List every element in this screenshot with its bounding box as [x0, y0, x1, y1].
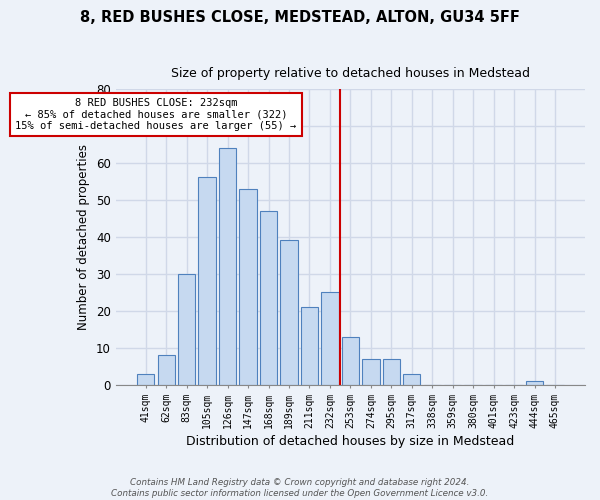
Y-axis label: Number of detached properties: Number of detached properties: [77, 144, 91, 330]
Bar: [526, 381, 543, 384]
Bar: [383, 359, 400, 384]
Bar: [280, 240, 298, 384]
Bar: [403, 374, 421, 384]
Bar: [321, 292, 338, 384]
Text: 8 RED BUSHES CLOSE: 232sqm
← 85% of detached houses are smaller (322)
15% of sem: 8 RED BUSHES CLOSE: 232sqm ← 85% of deta…: [16, 98, 296, 131]
Bar: [362, 359, 380, 384]
Bar: [341, 336, 359, 384]
Text: 8, RED BUSHES CLOSE, MEDSTEAD, ALTON, GU34 5FF: 8, RED BUSHES CLOSE, MEDSTEAD, ALTON, GU…: [80, 10, 520, 25]
Bar: [199, 178, 216, 384]
Title: Size of property relative to detached houses in Medstead: Size of property relative to detached ho…: [171, 68, 530, 80]
Bar: [137, 374, 154, 384]
Bar: [219, 148, 236, 384]
Bar: [260, 210, 277, 384]
Bar: [301, 307, 318, 384]
Bar: [239, 188, 257, 384]
Text: Contains HM Land Registry data © Crown copyright and database right 2024.
Contai: Contains HM Land Registry data © Crown c…: [112, 478, 488, 498]
Bar: [178, 274, 196, 384]
Bar: [158, 355, 175, 384]
X-axis label: Distribution of detached houses by size in Medstead: Distribution of detached houses by size …: [186, 434, 514, 448]
